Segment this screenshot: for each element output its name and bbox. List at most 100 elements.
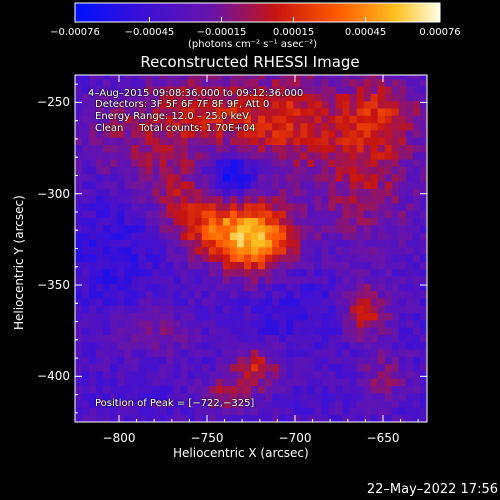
heatmap-cell bbox=[384, 305, 393, 314]
heatmap-cell bbox=[208, 348, 217, 357]
heatmap-cell bbox=[187, 195, 196, 204]
heatmap-cell bbox=[384, 239, 393, 248]
heatmap-cell bbox=[117, 224, 125, 233]
heatmap-cell bbox=[356, 407, 365, 416]
heatmap-cell bbox=[286, 407, 294, 416]
heatmap-cell bbox=[222, 312, 231, 321]
heatmap-cell bbox=[370, 137, 379, 145]
heatmap-cell bbox=[187, 166, 196, 175]
heatmap-cell bbox=[314, 297, 322, 306]
heatmap-cell bbox=[131, 290, 139, 299]
heatmap-cell bbox=[166, 137, 175, 145]
heatmap-cell bbox=[321, 275, 330, 284]
heatmap-cell bbox=[377, 400, 386, 408]
heatmap-cell bbox=[159, 261, 168, 270]
heatmap-cell bbox=[384, 268, 393, 277]
heatmap-cell bbox=[194, 341, 203, 350]
heatmap-cell bbox=[173, 166, 182, 175]
heatmap-cell bbox=[335, 202, 344, 211]
heatmap-cell bbox=[342, 93, 351, 102]
heatmap-cell bbox=[272, 283, 280, 292]
heatmap-cell bbox=[363, 151, 372, 160]
colorbar-tick-label: 0.00045 bbox=[344, 27, 387, 38]
heatmap-cell bbox=[384, 224, 393, 233]
heatmap-cell bbox=[279, 385, 287, 394]
heatmap-cell bbox=[328, 210, 337, 219]
heatmap-cell bbox=[117, 173, 125, 182]
heatmap-cell bbox=[412, 348, 421, 357]
heatmap-cell bbox=[356, 107, 365, 116]
heatmap-cell bbox=[384, 202, 393, 211]
heatmap-cell bbox=[96, 370, 104, 379]
heatmap-cell bbox=[370, 407, 379, 416]
heatmap-cell bbox=[138, 159, 146, 167]
heatmap-cell bbox=[236, 327, 245, 335]
heatmap-cell bbox=[124, 378, 132, 387]
heatmap-cell bbox=[75, 107, 83, 116]
heatmap-cell bbox=[412, 144, 421, 153]
heatmap-cell bbox=[405, 341, 414, 350]
heatmap-cell bbox=[412, 239, 421, 248]
heatmap-cell bbox=[138, 312, 146, 321]
heatmap-cell bbox=[166, 363, 175, 372]
heatmap-cell bbox=[215, 327, 224, 335]
heatmap-cell bbox=[96, 297, 104, 306]
heatmap-cell bbox=[110, 210, 118, 219]
heatmap-cell bbox=[419, 93, 427, 102]
heatmap-cell bbox=[194, 224, 203, 233]
heatmap-cell bbox=[103, 239, 111, 248]
heatmap-cell bbox=[328, 151, 337, 160]
heatmap-cell bbox=[300, 93, 308, 102]
heatmap-cell bbox=[75, 100, 83, 109]
heatmap-cell bbox=[82, 122, 90, 131]
heatmap-cell bbox=[180, 224, 189, 233]
heatmap-cell bbox=[187, 319, 196, 328]
heatmap-cell bbox=[229, 107, 238, 116]
heatmap-cell bbox=[342, 180, 351, 189]
heatmap-cell bbox=[328, 261, 337, 270]
heatmap-cell bbox=[370, 385, 379, 394]
heatmap-cell bbox=[258, 407, 266, 416]
heatmap-cell bbox=[258, 385, 266, 394]
heatmap-cell bbox=[293, 253, 301, 262]
heatmap-cell bbox=[258, 159, 266, 167]
heatmap-cell bbox=[377, 319, 386, 328]
heatmap-cell bbox=[391, 334, 400, 343]
heatmap-cell bbox=[201, 93, 210, 102]
heatmap-cell bbox=[124, 100, 132, 109]
heatmap-cell bbox=[222, 115, 231, 124]
heatmap-cell bbox=[208, 400, 217, 408]
heatmap-cell bbox=[265, 217, 273, 226]
heatmap-cell bbox=[370, 202, 379, 211]
heatmap-cell bbox=[229, 239, 238, 248]
heatmap-cell bbox=[335, 305, 344, 314]
heatmap-cell bbox=[152, 75, 161, 80]
heatmap-cell bbox=[152, 319, 161, 328]
heatmap-cell bbox=[229, 275, 238, 284]
heatmap-cell bbox=[215, 319, 224, 328]
heatmap-cell bbox=[236, 224, 245, 233]
heatmap-cell bbox=[363, 202, 372, 211]
heatmap-cell bbox=[243, 210, 252, 219]
heatmap-cell bbox=[236, 305, 245, 314]
heatmap-cell bbox=[75, 210, 83, 219]
heatmap-cell bbox=[159, 356, 168, 365]
heatmap-cell bbox=[356, 137, 365, 145]
heatmap-cell bbox=[138, 400, 146, 408]
heatmap-cell bbox=[398, 283, 407, 292]
heatmap-cell bbox=[272, 217, 280, 226]
heatmap-cell bbox=[405, 173, 414, 182]
heatmap-cell bbox=[103, 297, 111, 306]
heatmap-cell bbox=[110, 202, 118, 211]
heatmap-cell bbox=[180, 93, 189, 102]
heatmap-cell bbox=[384, 107, 393, 116]
heatmap-cell bbox=[370, 78, 379, 87]
heatmap-cell bbox=[370, 283, 379, 292]
heatmap-cell bbox=[286, 348, 294, 357]
heatmap-cell bbox=[152, 217, 161, 226]
heatmap-cell bbox=[208, 137, 217, 145]
heatmap-cells bbox=[75, 75, 427, 422]
heatmap-cell bbox=[405, 180, 414, 189]
heatmap-cell bbox=[251, 414, 259, 422]
heatmap-cell bbox=[293, 159, 301, 167]
